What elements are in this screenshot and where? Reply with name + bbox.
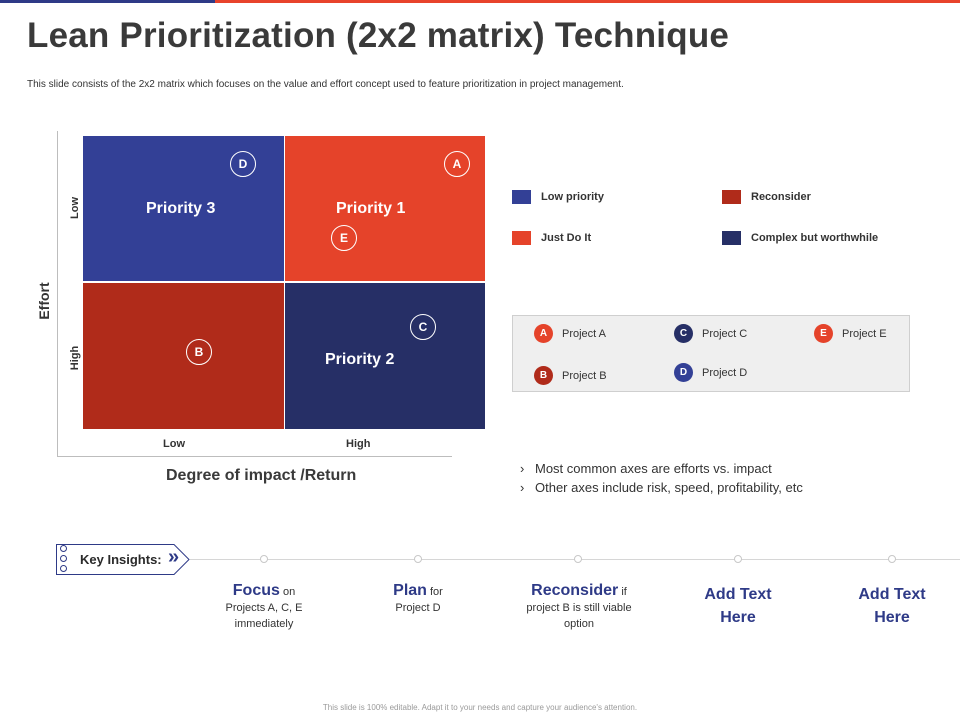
project-label: Project A	[562, 327, 607, 340]
project-key-a: A Project A	[534, 324, 606, 343]
legend-label: Just Do It	[541, 232, 592, 244]
insight-keyword: Plan	[393, 582, 427, 599]
legend-swatch	[512, 231, 531, 245]
insight-keyword: Focus	[232, 582, 280, 599]
timeline-dot	[414, 555, 422, 563]
tag-dots-icon	[60, 545, 67, 575]
x-tick-low: Low	[163, 438, 185, 450]
legend-swatch	[722, 231, 741, 245]
matrix-point-a: A	[444, 151, 470, 177]
project-label: Project E	[842, 327, 887, 340]
project-key-b: B Project B	[534, 366, 607, 385]
insight-connector: for	[426, 586, 443, 598]
insight-keyword: Reconsider	[531, 582, 619, 599]
timeline-dot	[888, 555, 896, 563]
y-axis-label: Effort	[36, 282, 52, 320]
timeline-dot	[260, 555, 268, 563]
bullet-item: › Other axes include risk, speed, profita…	[520, 478, 803, 497]
insight-placeholder-2: Add Text Here	[858, 586, 926, 626]
project-badge: A	[534, 324, 553, 343]
insight-focus: Focus on Projects A, C, E immediately	[199, 583, 329, 632]
legend-label: Reconsider	[751, 191, 811, 203]
insight-detail: Project D	[395, 602, 441, 614]
x-axis-label: Degree of impact /Return	[166, 467, 357, 484]
y-axis-line	[57, 131, 58, 457]
legend-item-low-priority: Low priority	[512, 190, 604, 204]
slide-title: Lean Prioritization (2x2 matrix) Techniq…	[27, 16, 730, 55]
matrix-point-d: D	[230, 151, 256, 177]
matrix-point-b: B	[186, 339, 212, 365]
quadrant-label-priority-2: Priority 2	[325, 351, 395, 368]
bullet-text: Most common axes are efforts vs. impact	[535, 461, 772, 476]
x-axis-line	[57, 456, 452, 457]
chevron-right-icon: ›	[520, 480, 525, 495]
legend-swatch	[722, 190, 741, 204]
legend-item-just-do-it: Just Do It	[512, 231, 591, 245]
insight-plan: Plan for Project D	[353, 583, 483, 616]
legend-item-reconsider: Reconsider	[722, 190, 811, 204]
quadrant-bottom-left	[83, 283, 284, 429]
project-badge: E	[814, 324, 833, 343]
y-tick-high: High	[69, 345, 82, 371]
project-label: Project D	[702, 366, 748, 379]
legend-label: Complex but worthwhile	[751, 232, 879, 244]
project-label: Project C	[702, 327, 748, 340]
project-badge: B	[534, 366, 553, 385]
bullet-text: Other axes include risk, speed, profitab…	[535, 480, 803, 495]
legend-swatch	[512, 190, 531, 204]
project-badge: D	[674, 363, 693, 382]
bullet-list: › Most common axes are efforts vs. impact…	[520, 459, 803, 497]
chevron-right-icon: ›	[520, 461, 525, 476]
insight-connector: if	[618, 586, 627, 598]
project-badge: C	[674, 324, 693, 343]
y-tick-low: Low	[69, 197, 81, 219]
quadrant-label-priority-1: Priority 1	[336, 200, 406, 217]
matrix-point-e: E	[331, 225, 357, 251]
project-label: Project B	[562, 369, 607, 382]
project-key-box: A Project A C Project C E Project E B Pr…	[512, 315, 910, 392]
top-accent-bar-blue	[0, 0, 215, 3]
x-tick-high: High	[346, 438, 371, 450]
slide-subtitle: This slide consists of the 2x2 matrix wh…	[27, 79, 624, 90]
tag-outline	[56, 544, 190, 575]
quadrant-label-priority-3: Priority 3	[146, 200, 216, 217]
project-key-c: C Project C	[674, 324, 747, 343]
bullet-item: › Most common axes are efforts vs. impact	[520, 459, 803, 478]
insight-detail: project B is still viable option	[526, 602, 632, 630]
project-key-d: D Project D	[674, 363, 747, 382]
matrix-point-c: C	[410, 314, 436, 340]
timeline-dot	[734, 555, 742, 563]
top-accent-bar-red	[215, 0, 960, 3]
timeline-dot	[574, 555, 582, 563]
footer-note: This slide is 100% editable. Adapt it to…	[322, 703, 638, 712]
quadrant-bottom-right	[285, 283, 485, 429]
key-insights-label: Key Insights:	[80, 552, 162, 567]
key-insights-tag	[56, 544, 190, 575]
project-key-e: E Project E	[814, 324, 887, 343]
insight-detail: Projects A, C, E immediately	[225, 602, 303, 630]
legend-item-complex-but-worthwhile: Complex but worthwhile	[722, 231, 878, 245]
insight-reconsider: Reconsider if project B is still viable …	[514, 583, 644, 632]
insight-placeholder-1: Add Text Here	[704, 586, 772, 626]
legend-label: Low priority	[541, 191, 604, 203]
double-chevron-right-icon: »	[168, 546, 180, 568]
insight-connector: on	[279, 586, 296, 598]
